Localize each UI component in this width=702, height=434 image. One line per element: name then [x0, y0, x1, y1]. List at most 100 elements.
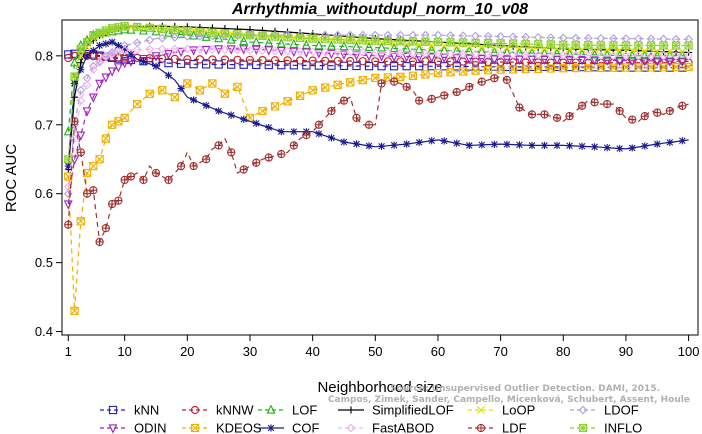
data-point-lof	[189, 30, 199, 40]
data-point-inflo	[321, 34, 330, 44]
data-point-cof	[108, 38, 116, 46]
data-point-ldf	[302, 130, 311, 140]
data-point-knn	[302, 61, 311, 70]
data-point-cof	[515, 141, 524, 149]
series-odin	[63, 45, 689, 210]
data-point-knnw	[195, 55, 205, 64]
data-point-odin	[120, 59, 130, 69]
series-kdeos	[64, 62, 693, 316]
data-point-knnw	[308, 56, 317, 65]
data-point-lof	[577, 48, 587, 59]
data-point-inflo	[609, 41, 618, 50]
data-point-ldf	[201, 155, 211, 164]
legend-item-cof: COF	[258, 421, 320, 434]
data-point-odin	[339, 50, 349, 60]
data-point-ldof	[182, 32, 192, 41]
legend-item-knn: kNN	[100, 403, 159, 418]
data-point-fastabod	[521, 50, 531, 60]
data-point-odin	[176, 47, 186, 58]
data-point-knn	[327, 61, 336, 70]
data-point-inflo	[408, 37, 418, 46]
data-point-ldf	[227, 148, 236, 157]
data-point-knnw	[233, 55, 242, 64]
data-point-kdeos	[534, 64, 543, 73]
data-point-inflo	[483, 39, 493, 48]
data-point-cof	[252, 119, 260, 127]
data-point-odin	[527, 55, 537, 65]
series-layer	[63, 22, 693, 316]
data-point-fastabod	[101, 51, 111, 61]
x-tick-label: 70	[493, 344, 507, 359]
data-point-inflo	[383, 36, 392, 46]
data-point-kdeos	[408, 71, 418, 80]
data-point-knn	[678, 63, 687, 72]
data-point-cof	[277, 128, 285, 136]
y-tick-label: 0.4	[35, 324, 53, 339]
series-ldf	[64, 74, 689, 247]
data-point-kdeos	[220, 89, 230, 98]
data-point-inflo	[621, 41, 631, 50]
x-tick-label: 20	[180, 344, 194, 359]
data-point-inflo	[101, 26, 111, 35]
data-point-ldf	[264, 153, 273, 162]
data-point-kdeos	[646, 63, 656, 72]
data-point-inflo	[571, 40, 580, 50]
data-point-fastabod	[421, 49, 430, 58]
data-point-ldf	[427, 94, 436, 104]
data-point-ldf	[653, 108, 662, 117]
data-point-lof	[314, 40, 324, 50]
data-point-ldf	[602, 99, 612, 109]
data-point-inflo	[308, 34, 317, 43]
data-point-kdeos	[458, 67, 468, 76]
data-point-knnw	[114, 53, 123, 62]
data-point-cof	[315, 130, 323, 138]
data-point-ldof	[95, 57, 104, 66]
data-point-inflo	[76, 44, 85, 54]
watermark-line-1: Source: Unsupervised Outlier Detection. …	[390, 384, 660, 394]
data-point-knn	[289, 61, 298, 70]
data-point-inflo	[270, 32, 280, 41]
data-point-odin	[326, 49, 336, 60]
data-point-ldf	[678, 101, 687, 110]
data-point-cof	[227, 111, 235, 119]
series-fastabod	[63, 44, 693, 192]
data-point-odin	[402, 52, 412, 63]
data-point-fastabod	[233, 45, 242, 55]
legend-item-lof: LOF	[258, 403, 317, 418]
data-point-ldf	[628, 115, 637, 124]
data-point-ldf	[126, 172, 136, 181]
data-point-odin	[82, 107, 92, 117]
data-point-fastabod	[157, 44, 167, 54]
y-tick-label: 0.7	[35, 117, 53, 132]
legend-item-kdeos: KDEOS	[182, 421, 262, 434]
data-point-kdeos	[584, 63, 593, 73]
data-point-kdeos	[270, 102, 280, 111]
data-point-ldf	[239, 165, 248, 174]
legend-label: COF	[292, 421, 320, 434]
data-point-odin	[164, 49, 173, 60]
data-point-odin	[88, 93, 98, 103]
data-point-ldf	[665, 106, 674, 116]
data-point-cof	[490, 140, 498, 148]
legend-label: kNNW	[216, 403, 254, 418]
legend-label: kNN	[134, 403, 159, 418]
data-point-cof	[666, 138, 674, 147]
legend-marker	[578, 423, 588, 433]
data-point-kdeos	[483, 66, 493, 75]
data-point-fastabod	[170, 44, 180, 54]
data-point-kdeos	[433, 68, 443, 78]
data-point-fastabod	[496, 50, 505, 59]
data-point-cof	[121, 45, 129, 53]
data-point-cof	[215, 107, 223, 115]
data-point-odin	[514, 55, 524, 65]
axes-layer: 1 10 20 30 40 50 60 70 80 90 100 0.4 0.5 0.6 0.7 0.8	[35, 48, 700, 359]
data-point-fastabod	[208, 45, 217, 54]
data-point-fastabod	[558, 50, 568, 60]
data-point-fastabod	[659, 51, 668, 61]
data-point-knnw	[208, 55, 217, 64]
data-point-fastabod	[88, 65, 98, 75]
data-point-inflo	[634, 41, 643, 50]
data-point-knnw	[245, 55, 255, 65]
y-tick-label: 0.5	[35, 255, 53, 270]
data-point-inflo	[421, 37, 430, 46]
